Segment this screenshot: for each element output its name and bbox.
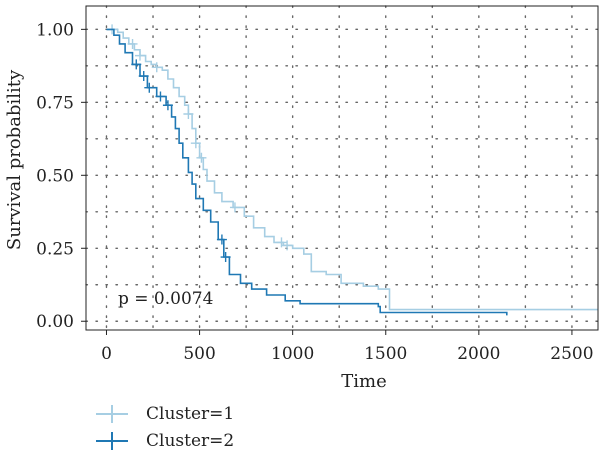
series-layer xyxy=(106,24,598,316)
y-tick-labels: 0.00 0.25 0.50 0.75 1.00 xyxy=(36,20,74,332)
x-axis-title: Time xyxy=(341,371,386,392)
legend: Cluster=1 Cluster=2 xyxy=(96,404,234,451)
censor-mark xyxy=(183,109,194,119)
censor-mark xyxy=(134,50,145,61)
x-tick-label: 0 xyxy=(101,344,112,364)
y-tick-label: 0.00 xyxy=(36,312,74,332)
plot-frame xyxy=(85,5,599,331)
pvalue-annotation: p = 0.0074 xyxy=(118,289,213,309)
y-tick-label: 1.00 xyxy=(36,20,74,40)
censor-mark xyxy=(229,202,240,213)
x-tick-label: 1500 xyxy=(364,344,407,364)
censor-mark xyxy=(144,82,155,93)
y-tick-label: 0.25 xyxy=(36,239,74,259)
legend-label-cluster-2: Cluster=2 xyxy=(146,431,234,451)
grid xyxy=(85,5,599,331)
x-tick-label: 1000 xyxy=(271,344,314,364)
censor-mark xyxy=(282,240,293,251)
censor-mark xyxy=(190,138,201,149)
y-tick-label: 0.50 xyxy=(36,166,74,186)
x-tick-label: 2000 xyxy=(457,344,500,364)
legend-item-cluster-1: Cluster=1 xyxy=(96,404,234,424)
legend-label-cluster-1: Cluster=1 xyxy=(146,404,234,424)
legend-swatch-cluster-1 xyxy=(96,405,128,423)
censor-mark xyxy=(127,38,138,49)
km-curve-cluster-1 xyxy=(106,28,598,311)
censor-mark xyxy=(220,252,231,263)
censor-mark xyxy=(155,91,166,102)
axis-ticks xyxy=(81,28,573,335)
censor-mark xyxy=(162,100,173,111)
censor-mark xyxy=(216,234,227,245)
y-tick-label: 0.75 xyxy=(36,93,74,113)
x-tick-label: 2500 xyxy=(550,344,593,364)
x-tick-label: 500 xyxy=(183,344,215,364)
legend-item-cluster-2: Cluster=2 xyxy=(96,431,234,451)
censor-mark xyxy=(151,62,162,73)
legend-swatch-cluster-2 xyxy=(96,432,128,450)
x-tick-labels: 0 500 1000 1500 2000 2500 xyxy=(101,344,594,364)
censor-mark xyxy=(131,59,142,70)
km-curve-cluster-2 xyxy=(106,28,508,316)
censor-mark xyxy=(276,237,287,248)
censor-mark xyxy=(196,152,207,163)
y-axis-title: Survival probability xyxy=(4,69,25,250)
censor-mark xyxy=(138,71,149,82)
